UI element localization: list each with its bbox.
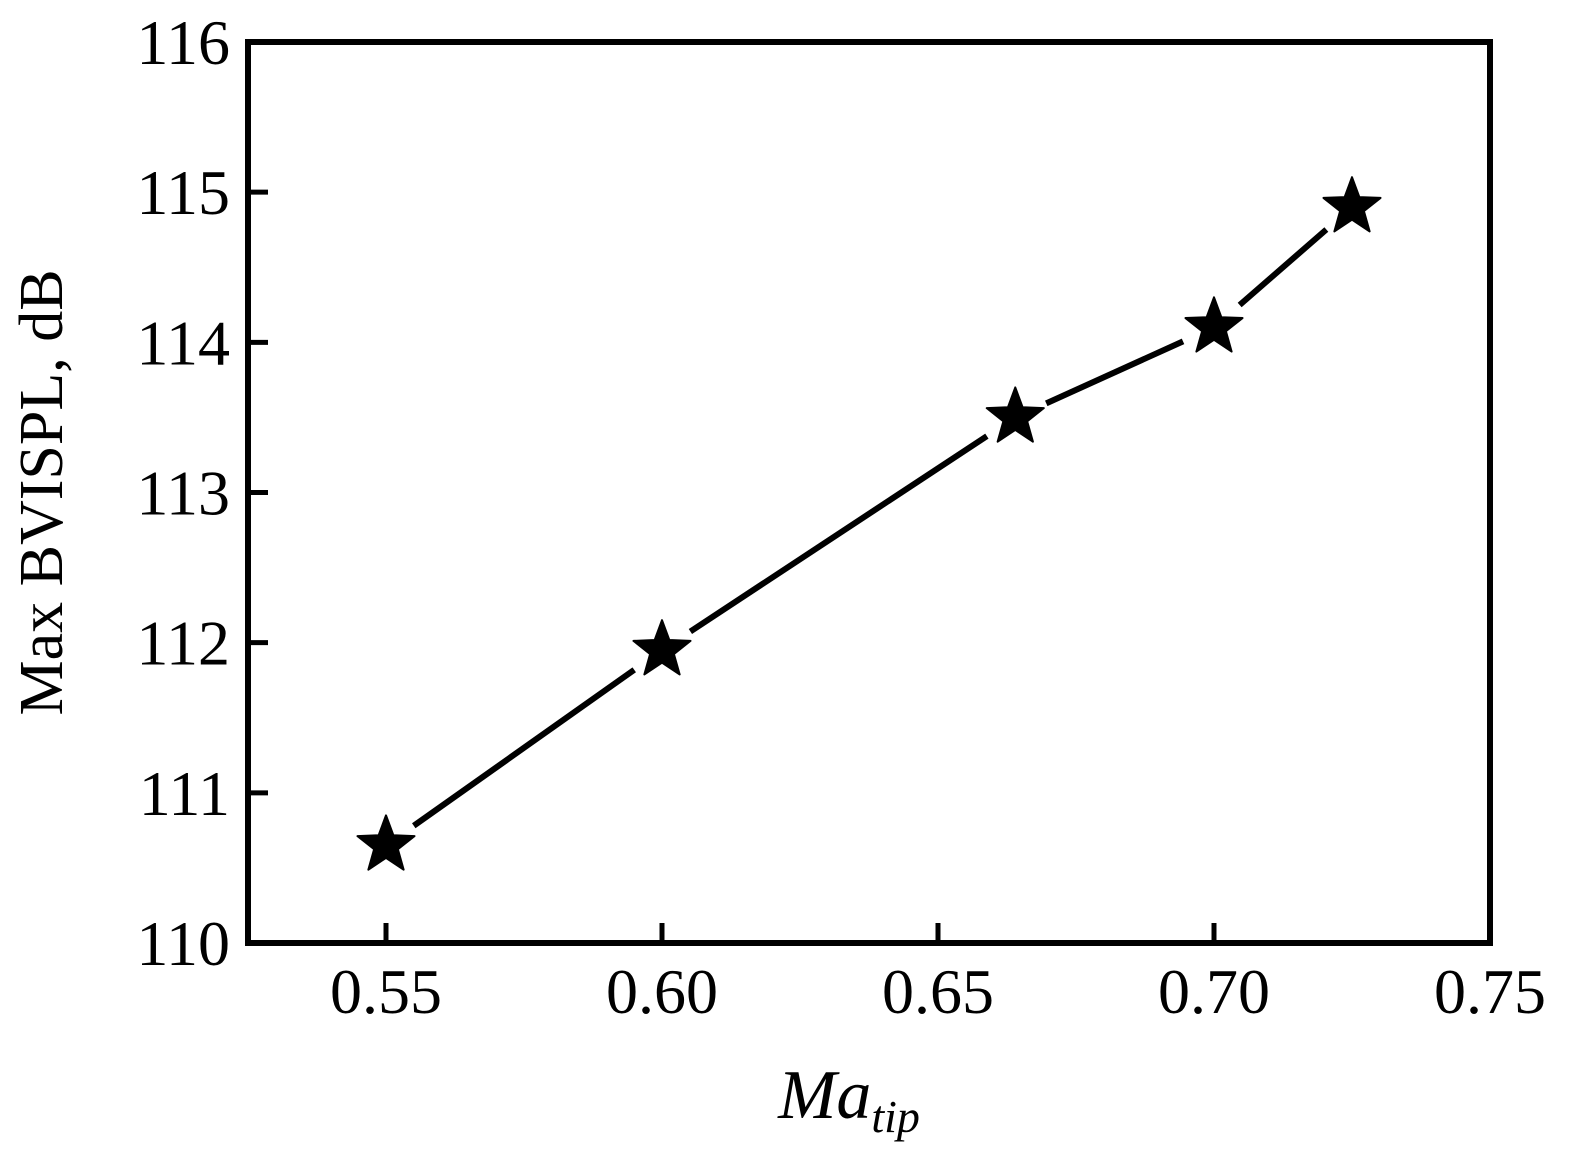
y-tick-label: 113 [136, 458, 230, 529]
data-point-star [1322, 176, 1382, 233]
x-axis-label-main: Ma [777, 1057, 871, 1134]
x-tick-label: 0.60 [606, 956, 718, 1027]
series-line-segment [412, 667, 636, 829]
x-tick-label: 0.65 [882, 956, 994, 1027]
x-tick-label: 0.75 [1434, 956, 1546, 1027]
y-tick-label: 114 [136, 307, 230, 378]
data-point-star [632, 619, 692, 676]
y-tick-label: 116 [136, 7, 230, 78]
x-tick-label: 0.70 [1158, 956, 1270, 1027]
series-line-segment [1237, 227, 1329, 308]
y-axis-label: Max BVISPL, dB [8, 269, 76, 715]
x-axis: 0.55 0.60 0.65 0.70 0.75 [330, 923, 1546, 1027]
x-axis-label: Matip [777, 1057, 920, 1142]
y-tick-label: 110 [136, 908, 230, 979]
x-tick-label: 0.55 [330, 956, 442, 1027]
series-line-segment [688, 433, 989, 634]
data-point-star [985, 386, 1045, 443]
plot-area [356, 176, 1382, 871]
data-point-star [356, 814, 416, 871]
y-tick-label: 111 [139, 758, 230, 829]
x-axis-label-subscript: tip [871, 1091, 920, 1142]
series-line-segment [1045, 338, 1185, 407]
y-tick-label: 112 [136, 608, 230, 679]
y-axis: 110 111 112 113 114 115 116 [136, 7, 268, 979]
data-point-star [1184, 296, 1244, 353]
y-tick-label: 115 [136, 157, 230, 228]
